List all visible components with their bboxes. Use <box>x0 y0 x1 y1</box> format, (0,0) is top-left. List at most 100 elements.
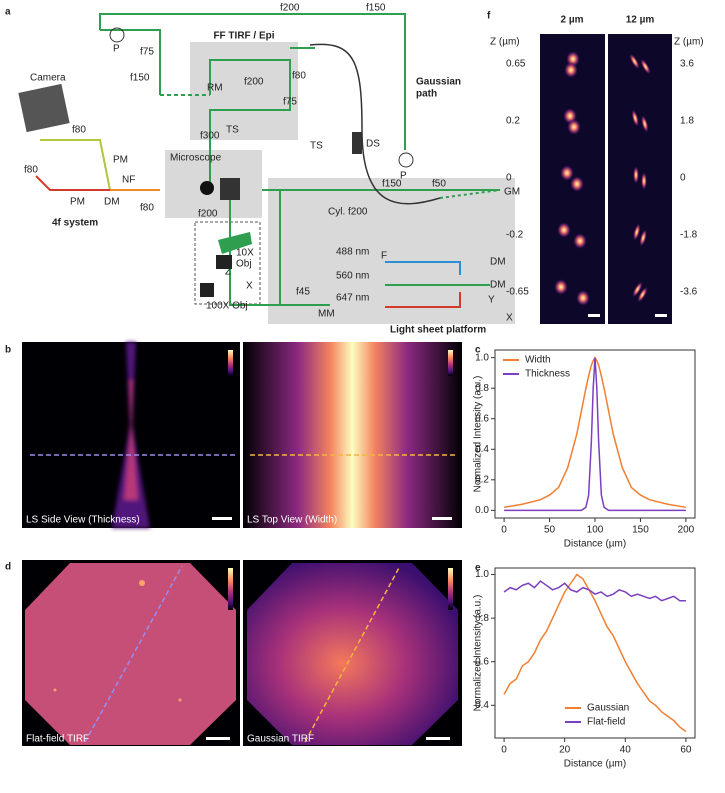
legend-label: Gaussian <box>587 703 629 714</box>
psf-column <box>608 34 672 324</box>
x-tick-label: 100 <box>587 525 604 536</box>
diagram-label: f150 <box>130 73 150 84</box>
psf-spot <box>629 53 640 70</box>
diagram-label: f75 <box>283 97 297 108</box>
scale-bar <box>212 517 232 520</box>
z-label: 0 <box>506 173 512 184</box>
z-label: 0.2 <box>506 116 520 127</box>
x-tick-label: 150 <box>632 525 649 536</box>
diagram-label: P <box>113 44 120 55</box>
diagram-label: DM <box>104 197 120 208</box>
diagram-label: Light sheet platform <box>390 325 486 336</box>
diagram-label: TS <box>310 141 323 152</box>
y-tick-label: 1.0 <box>475 569 489 580</box>
diagram-label: f50 <box>432 179 446 190</box>
sheet <box>218 232 252 254</box>
psf-spot <box>637 286 648 303</box>
z-label: 0.65 <box>506 59 526 70</box>
diagram-label: f80 <box>24 165 38 176</box>
microscope-box <box>165 150 262 218</box>
diagram-label: 647 nm <box>336 293 369 304</box>
psf-spot <box>641 115 649 133</box>
diagram-label: f45 <box>296 287 310 298</box>
diagram-label: PM <box>70 197 85 208</box>
bead <box>139 580 145 586</box>
ds-block <box>352 132 362 154</box>
psf-spot <box>557 222 571 238</box>
diagram-label: f150 <box>366 3 386 14</box>
colorbar <box>448 568 453 610</box>
tirf-box <box>190 42 298 140</box>
image-caption: LS Side View (Thickness) <box>26 515 140 526</box>
column-title: 12 µm <box>626 15 655 26</box>
series-line <box>504 357 686 512</box>
scale-bar <box>426 737 450 740</box>
y-tick-label: 0.4 <box>475 700 489 711</box>
scale-bar <box>588 314 600 317</box>
x-tick-label: 60 <box>680 745 692 756</box>
y-tick-label: 0.4 <box>475 444 489 455</box>
stage <box>220 178 240 200</box>
colorbar <box>448 350 453 376</box>
diagram-label: 560 nm <box>336 271 369 282</box>
diagram-label: TS <box>226 125 239 136</box>
objective-inset <box>194 221 261 305</box>
y-tick-label: 0.6 <box>475 656 489 667</box>
diagram-label: DM <box>490 257 506 268</box>
diagram-label: Cyl. f200 <box>328 207 368 218</box>
image-top <box>243 342 462 528</box>
x-axis-label: Distance (µm) <box>564 759 626 770</box>
diagram-label: PM <box>113 155 128 166</box>
scale-bar <box>432 517 452 520</box>
polarizer <box>109 27 125 43</box>
diagram-label: FF TIRF / Epi <box>213 31 274 42</box>
series-line <box>503 573 687 733</box>
diagram-label: 4f system <box>52 218 98 229</box>
diagram-label: Y <box>488 295 495 306</box>
colorbar <box>228 350 233 376</box>
image-flat <box>25 563 236 745</box>
psf-spot <box>560 165 574 181</box>
x-axis-label: Distance (µm) <box>564 539 626 550</box>
legend-label: Width <box>525 355 551 366</box>
camera <box>18 83 70 133</box>
diagram-label: P <box>400 171 407 182</box>
z-label: -3.6 <box>680 287 698 298</box>
x-tick-label: 200 <box>678 525 695 536</box>
y-axis-label: Normalized Intensity (a.u.) <box>473 376 484 493</box>
psf-spot <box>576 290 590 306</box>
psf-spot <box>567 119 581 135</box>
x-tick-label: 0 <box>501 525 507 536</box>
plot-frame <box>494 567 696 739</box>
diagram-label: DM <box>490 280 506 291</box>
x-tick-label: 20 <box>559 745 571 756</box>
beam-paths <box>99 13 501 306</box>
axis-title: Z (µm) <box>674 37 704 48</box>
diagram-label: NF <box>122 175 135 186</box>
z-label: -1.8 <box>680 230 698 241</box>
z-label: 0 <box>680 173 686 184</box>
diagram-label: X <box>506 313 513 324</box>
psf-spot <box>633 223 641 241</box>
4f-red <box>35 175 110 191</box>
y-tick-label: 0.0 <box>475 505 489 516</box>
panel-label: c <box>475 345 481 356</box>
diagram-label: Gaussian <box>416 77 461 88</box>
panel-label: f <box>487 11 491 22</box>
z-label: -0.2 <box>506 230 524 241</box>
scale-bar <box>655 314 667 317</box>
bead <box>53 688 57 692</box>
image-caption: Gaussian TIRF <box>247 734 314 745</box>
y-axis-label: Normalized Intensity (a.u.) <box>473 595 484 712</box>
psf-spot <box>564 62 578 78</box>
diagram-label: f200 <box>198 209 218 220</box>
psf-spot <box>632 281 643 298</box>
diagram-label: f75 <box>140 47 154 58</box>
panel-label: e <box>475 563 481 574</box>
beam-side <box>112 342 150 528</box>
diagram-label: X <box>246 281 253 292</box>
diagram-label: a <box>5 7 11 18</box>
diagram-label: MM <box>318 309 335 320</box>
